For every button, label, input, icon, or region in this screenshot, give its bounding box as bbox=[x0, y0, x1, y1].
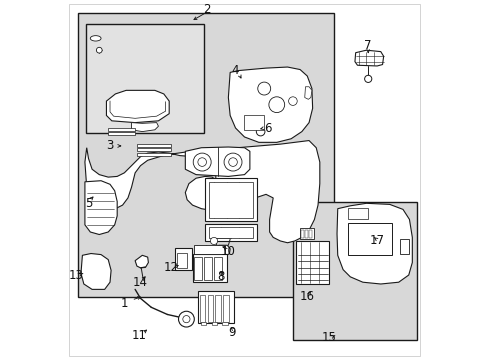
Bar bbox=[194, 244, 224, 253]
Ellipse shape bbox=[90, 36, 101, 41]
Bar bbox=[214, 257, 222, 280]
Bar bbox=[215, 295, 221, 321]
Text: 7: 7 bbox=[364, 39, 371, 52]
Text: 6: 6 bbox=[264, 122, 271, 135]
Polygon shape bbox=[131, 123, 158, 132]
Polygon shape bbox=[85, 181, 117, 234]
Text: 13: 13 bbox=[68, 269, 83, 282]
Bar bbox=[222, 321, 227, 325]
Text: 9: 9 bbox=[228, 326, 235, 339]
Text: 4: 4 bbox=[231, 64, 239, 77]
Bar bbox=[176, 253, 187, 267]
Bar bbox=[137, 153, 171, 156]
Polygon shape bbox=[336, 203, 411, 284]
Text: 17: 17 bbox=[369, 234, 384, 247]
Circle shape bbox=[256, 127, 264, 136]
Bar bbox=[211, 321, 217, 325]
Bar bbox=[108, 128, 135, 131]
Circle shape bbox=[178, 311, 194, 327]
Bar bbox=[192, 253, 226, 282]
Text: 3: 3 bbox=[106, 139, 114, 152]
Text: 16: 16 bbox=[299, 290, 314, 303]
Circle shape bbox=[364, 75, 371, 82]
Bar bbox=[85, 24, 203, 134]
Circle shape bbox=[193, 153, 211, 171]
Polygon shape bbox=[354, 50, 383, 66]
Circle shape bbox=[288, 97, 297, 105]
Polygon shape bbox=[185, 147, 249, 176]
Circle shape bbox=[228, 158, 237, 166]
Text: 15: 15 bbox=[321, 331, 336, 344]
Bar bbox=[137, 148, 171, 151]
Polygon shape bbox=[81, 253, 111, 289]
Bar bbox=[348, 223, 391, 255]
Bar bbox=[199, 295, 205, 321]
Bar bbox=[204, 178, 257, 221]
Polygon shape bbox=[228, 67, 312, 142]
Bar bbox=[296, 241, 328, 284]
Bar bbox=[174, 248, 191, 270]
Bar bbox=[108, 132, 135, 135]
Circle shape bbox=[257, 82, 270, 95]
Bar bbox=[208, 182, 253, 218]
Bar bbox=[204, 224, 257, 241]
Bar bbox=[78, 13, 333, 297]
Bar bbox=[198, 291, 233, 323]
Text: 5: 5 bbox=[84, 197, 92, 210]
Circle shape bbox=[96, 47, 102, 53]
Polygon shape bbox=[304, 87, 311, 99]
Polygon shape bbox=[106, 90, 169, 123]
Text: 11: 11 bbox=[131, 329, 146, 342]
Polygon shape bbox=[215, 245, 230, 256]
Circle shape bbox=[268, 97, 284, 113]
Text: 14: 14 bbox=[133, 276, 148, 289]
Polygon shape bbox=[85, 140, 319, 243]
Text: 12: 12 bbox=[163, 261, 178, 274]
Bar bbox=[137, 144, 171, 147]
Text: 10: 10 bbox=[221, 245, 235, 258]
Bar bbox=[348, 208, 367, 220]
Bar bbox=[204, 257, 212, 280]
Circle shape bbox=[224, 153, 242, 171]
Bar bbox=[223, 295, 228, 321]
Bar bbox=[305, 230, 307, 238]
Bar bbox=[301, 230, 304, 238]
Text: 8: 8 bbox=[217, 270, 224, 283]
Text: 2: 2 bbox=[203, 3, 210, 16]
Circle shape bbox=[198, 158, 206, 166]
Bar bbox=[207, 295, 213, 321]
Bar bbox=[308, 230, 311, 238]
Polygon shape bbox=[135, 255, 148, 268]
Text: 1: 1 bbox=[121, 297, 128, 310]
Bar bbox=[292, 202, 416, 339]
Bar bbox=[201, 321, 206, 325]
Bar bbox=[244, 116, 264, 130]
Circle shape bbox=[210, 237, 217, 244]
Bar bbox=[300, 228, 314, 239]
Bar bbox=[208, 226, 253, 238]
Bar bbox=[194, 257, 202, 280]
Circle shape bbox=[183, 316, 190, 323]
Bar bbox=[400, 239, 408, 253]
